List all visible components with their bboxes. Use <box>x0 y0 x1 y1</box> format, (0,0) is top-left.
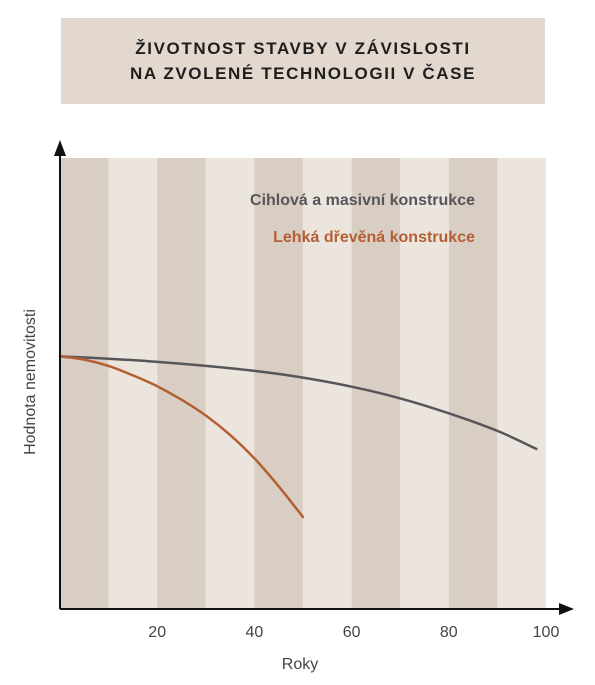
x-tick-labels: 20 40 60 80 100 <box>148 624 559 641</box>
x-tick-label-20: 20 <box>148 624 166 641</box>
band-40-50 <box>254 158 303 609</box>
y-axis-arrow-icon <box>54 140 66 156</box>
x-axis-arrow-icon <box>559 603 574 615</box>
band-30-40 <box>205 158 255 609</box>
band-0-10 <box>60 158 109 609</box>
legend: Cihlová a masivní konstrukce Lehká dřevěn… <box>250 192 475 246</box>
x-tick-label-40: 40 <box>246 624 264 641</box>
series-line-masonry <box>58 355 538 451</box>
background-bands <box>60 158 546 609</box>
x-axis-label: Roky <box>282 656 318 673</box>
legend-item-masonry: Cihlová a masivní konstrukce <box>250 192 475 209</box>
band-80-90 <box>448 158 498 609</box>
y-axis-label: Hodnota nemovitosti <box>22 309 39 455</box>
x-tick-label-60: 60 <box>343 624 361 641</box>
axes <box>54 140 574 615</box>
band-90-100 <box>497 158 546 609</box>
x-tick-label-80: 80 <box>440 624 458 641</box>
chart-title-line-1: ŽIVOTNOST STAVBY V ZÁVISLOSTI <box>135 39 471 58</box>
band-60-70 <box>351 158 401 609</box>
band-50-60 <box>303 158 352 609</box>
chart-title-box: ŽIVOTNOST STAVBY V ZÁVISLOSTI NA ZVOLENÉ… <box>61 18 545 104</box>
band-20-30 <box>157 158 206 609</box>
x-tick-label-100: 100 <box>533 624 560 641</box>
series-layer <box>58 355 538 519</box>
series-line-wood <box>58 355 305 519</box>
chart-title-line-2: NA ZVOLENÉ TECHNOLOGII V ČASE <box>129 64 477 83</box>
band-70-80 <box>400 158 449 609</box>
legend-item-wood: Lehká dřevěná konstrukce <box>273 229 475 246</box>
